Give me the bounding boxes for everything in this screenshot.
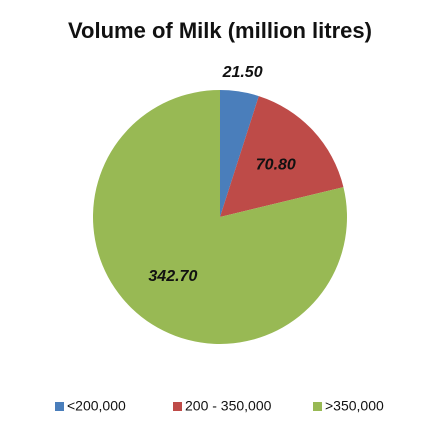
legend-label: <200,000 [67,398,126,414]
value-label: 70.80 [256,156,296,173]
pie-slice [220,90,259,217]
legend-swatch [313,402,322,411]
value-label: 342.70 [148,268,197,285]
legend-swatch [173,402,182,411]
pie-slice [93,90,347,345]
legend-swatch [55,402,64,411]
chart-title: Volume of Milk (million litres) [68,18,372,43]
pie-slice [220,96,344,217]
legend-label: 200 - 350,000 [185,398,272,414]
legend-label: >350,000 [325,398,384,414]
value-label: 21.50 [222,64,263,81]
